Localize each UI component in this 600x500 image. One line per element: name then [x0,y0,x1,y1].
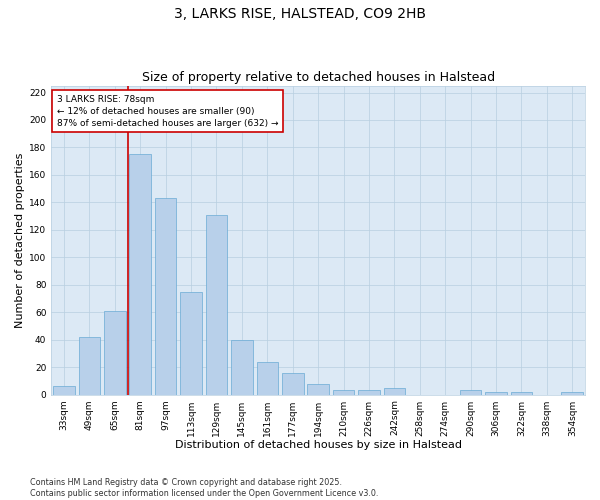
Bar [206,214,227,394]
Bar [460,390,481,394]
Text: 3, LARKS RISE, HALSTEAD, CO9 2HB: 3, LARKS RISE, HALSTEAD, CO9 2HB [174,8,426,22]
Bar [383,388,405,394]
Bar [53,386,75,394]
Bar [104,311,125,394]
Bar [155,198,176,394]
Y-axis label: Number of detached properties: Number of detached properties [15,152,25,328]
Bar [307,384,329,394]
Bar [485,392,507,394]
Bar [562,392,583,394]
Bar [257,362,278,394]
Title: Size of property relative to detached houses in Halstead: Size of property relative to detached ho… [142,72,495,85]
Bar [511,392,532,394]
Bar [282,372,304,394]
Text: 3 LARKS RISE: 78sqm
← 12% of detached houses are smaller (90)
87% of semi-detach: 3 LARKS RISE: 78sqm ← 12% of detached ho… [56,95,278,128]
Bar [333,390,355,394]
Bar [180,292,202,395]
Bar [231,340,253,394]
Text: Contains HM Land Registry data © Crown copyright and database right 2025.
Contai: Contains HM Land Registry data © Crown c… [30,478,379,498]
Bar [79,337,100,394]
Bar [358,390,380,394]
X-axis label: Distribution of detached houses by size in Halstead: Distribution of detached houses by size … [175,440,461,450]
Bar [130,154,151,394]
